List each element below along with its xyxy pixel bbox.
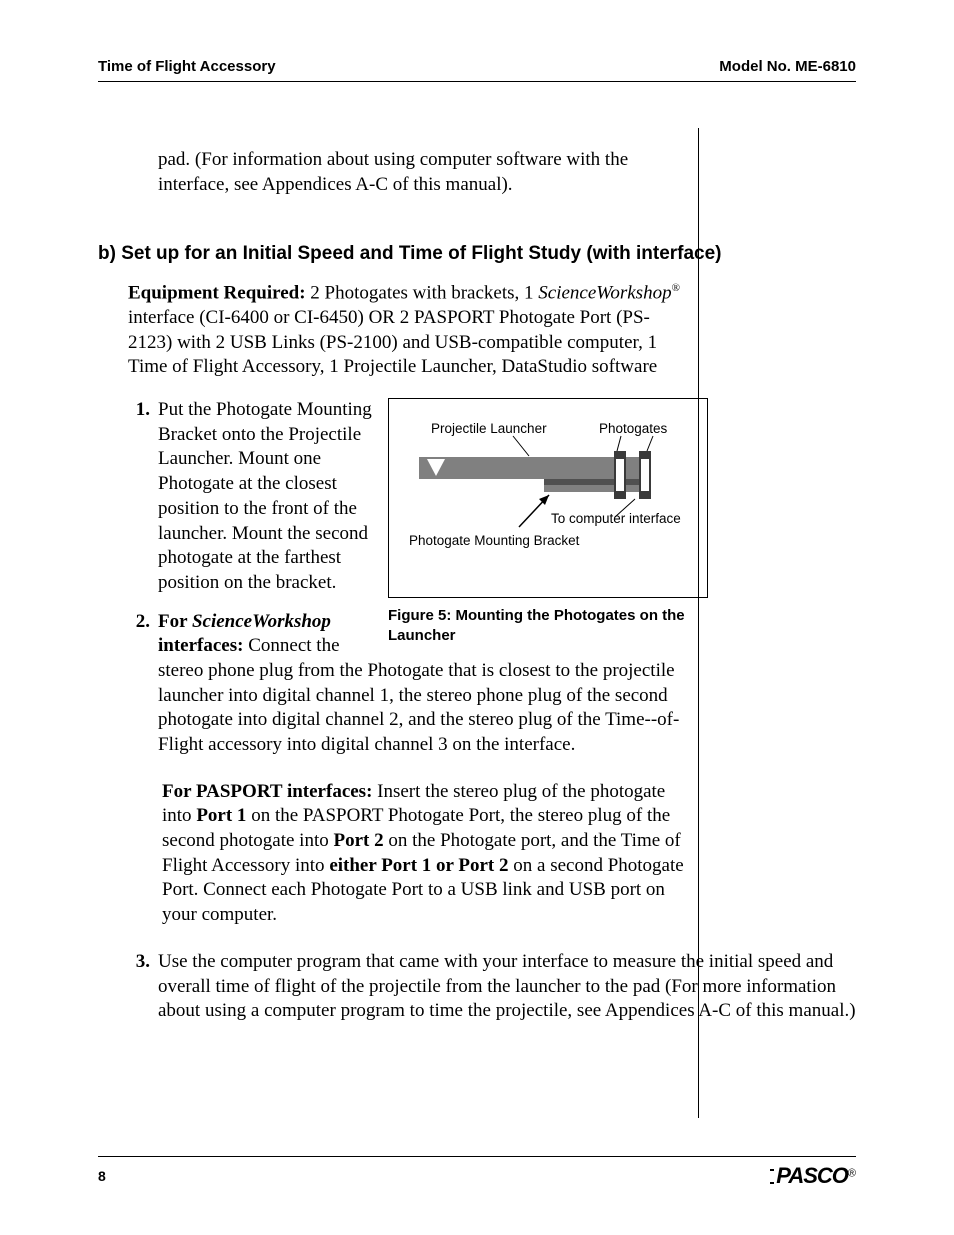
figure-caption: Figure 5: Mounting the Photogates on the…	[388, 606, 708, 645]
left-column: 1. Put the Photogate Mounting Bracket on…	[98, 398, 378, 659]
logo-registered: ®	[848, 1168, 856, 1180]
either-port: either Port 1 or Port 2	[329, 855, 508, 876]
figure-column: Projectile Launcher Photogates To comput…	[378, 398, 708, 659]
step-2-scienceworkshop: ScienceWorkshop	[192, 611, 331, 632]
step-1-number: 1.	[128, 398, 158, 596]
step-2-for: For	[158, 611, 192, 632]
header-left: Time of Flight Accessory	[98, 58, 276, 75]
header-right: Model No. ME-6810	[719, 58, 856, 75]
photogate-2	[639, 451, 651, 499]
content-row: 1. Put the Photogate Mounting Bracket on…	[98, 398, 856, 659]
label-to-interface: To computer interface	[551, 511, 681, 526]
step-2-interfaces: interfaces:	[158, 635, 243, 656]
vertical-rule	[698, 128, 699, 1118]
photogate-1	[614, 451, 626, 499]
step-2-continuation: stereo phone plug from the Photogate tha…	[158, 659, 688, 758]
scienceworkshop-italic: ScienceWorkshop	[538, 282, 671, 303]
intro-paragraph: pad. (For information about using comput…	[158, 148, 688, 197]
port-2: Port 2	[334, 830, 384, 851]
equipment-t2: interface (CI-6400 or CI-6450) OR 2 PASP…	[128, 307, 657, 377]
step-3-text: Use the computer program that came with …	[158, 950, 856, 1024]
step-1: 1. Put the Photogate Mounting Bracket on…	[98, 398, 378, 596]
step-2-tail: Connect the	[243, 635, 339, 656]
logo-bar-icon	[770, 1169, 774, 1184]
section-heading: b) Set up for an Initial Speed and Time …	[98, 241, 738, 267]
equipment-t1: 2 Photogates with brackets, 1	[306, 282, 539, 303]
logo: PASCO®	[770, 1163, 856, 1189]
page-number: 8	[98, 1168, 106, 1184]
figure-lines	[389, 399, 709, 599]
step-1-text: Put the Photogate Mounting Bracket onto …	[158, 398, 378, 596]
step-2-pasport: For PASPORT interfaces: Insert the stere…	[162, 780, 692, 928]
page-footer: 8 PASCO®	[98, 1156, 856, 1189]
page: Time of Flight Accessory Model No. ME-68…	[0, 0, 954, 1235]
figure-5: Projectile Launcher Photogates To comput…	[388, 398, 708, 598]
logo-text: PASCO	[776, 1163, 848, 1188]
port-1: Port 1	[196, 805, 246, 826]
page-header: Time of Flight Accessory Model No. ME-68…	[98, 58, 856, 82]
pasport-label: For PASPORT interfaces:	[162, 781, 372, 802]
step-2-lead: For ScienceWorkshop interfaces: Connect …	[158, 610, 378, 659]
step-2-number: 2.	[128, 610, 158, 659]
bracket-bar	[544, 485, 644, 492]
registered-mark: ®	[672, 282, 680, 294]
step-2: 2. For ScienceWorkshop interfaces: Conne…	[98, 610, 378, 659]
launcher-triangle-icon	[427, 459, 445, 476]
step-3-number: 3.	[128, 950, 158, 1024]
label-mounting-bracket: Photogate Mounting Bracket	[409, 533, 579, 548]
equipment-label: Equipment Required:	[128, 282, 306, 303]
equipment-required: Equipment Required: 2 Photogates with br…	[128, 281, 688, 380]
step-3: 3. Use the computer program that came wi…	[98, 950, 856, 1024]
